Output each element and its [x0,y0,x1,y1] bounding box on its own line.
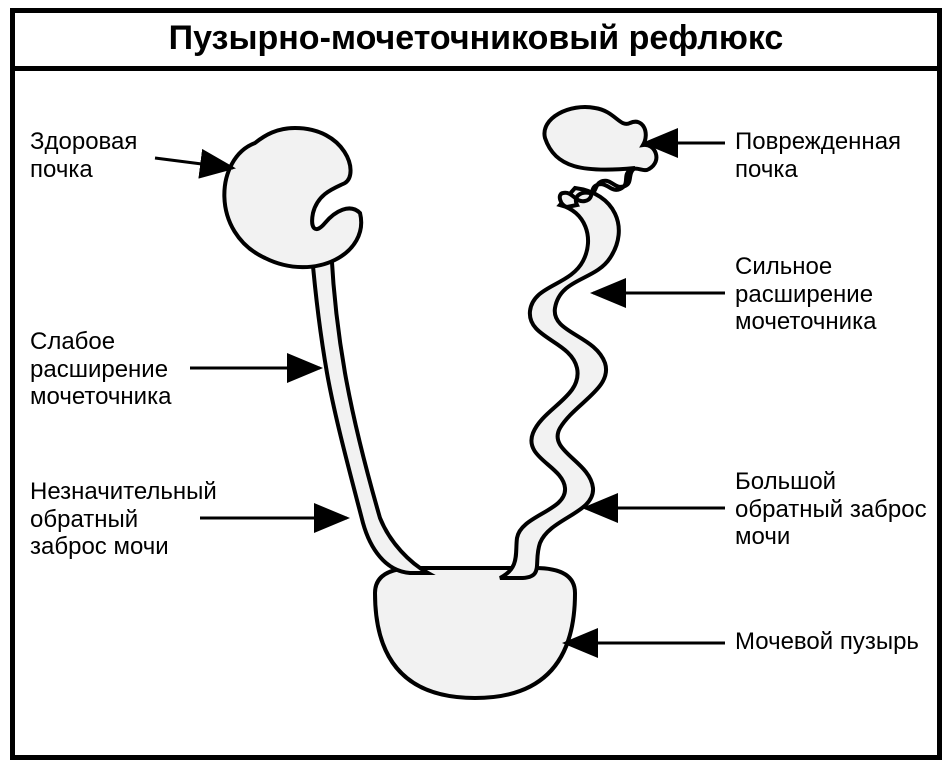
diagram-canvas: Здороваяпочка Поврежденнаяпочка Слабоера… [15,73,937,753]
diagram-title: Пузырно-мочеточниковый рефлюкс [15,13,937,71]
diagram-frame: Пузырно-мочеточниковый рефлюкс Здороваяп… [10,8,942,760]
arrow-bladder [15,73,937,753]
